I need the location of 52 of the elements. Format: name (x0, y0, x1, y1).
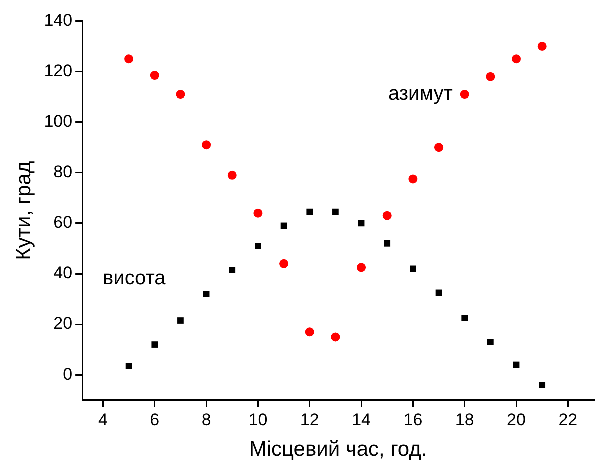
point (539, 382, 546, 388)
x-tick-label: 8 (202, 410, 212, 430)
point (408, 174, 418, 184)
y-tick-label: 100 (44, 112, 73, 132)
y-tick-label: 0 (63, 364, 73, 384)
point (462, 315, 468, 322)
x-tick-label: 18 (455, 410, 474, 430)
point (228, 170, 237, 180)
y-axis-title: Кути, град (12, 161, 36, 260)
point (382, 211, 392, 220)
x-tick-label: 4 (98, 410, 108, 430)
y-tick-label: 140 (44, 10, 73, 30)
point (486, 72, 496, 82)
y-tick-label: 80 (54, 162, 73, 182)
point (305, 328, 314, 337)
x-tick-label: 12 (300, 410, 320, 430)
point (488, 339, 494, 346)
point (434, 143, 444, 152)
point (357, 263, 366, 272)
x-tick-label: 22 (558, 410, 578, 430)
x-tick-label: 10 (248, 410, 268, 430)
point (203, 291, 210, 298)
point (306, 208, 314, 216)
y-tick-label: 40 (54, 264, 73, 283)
point (178, 318, 184, 324)
y-tick-label: 120 (44, 61, 73, 80)
point (512, 54, 522, 64)
point (538, 42, 547, 51)
point (254, 208, 263, 218)
point (150, 71, 160, 80)
point (126, 363, 132, 370)
point (202, 140, 212, 150)
point (229, 267, 236, 274)
point (152, 342, 158, 348)
x-tick-label: 6 (150, 410, 160, 430)
y-tick-label: 20 (54, 314, 73, 334)
point (384, 240, 391, 247)
x-tick-label: 16 (404, 410, 423, 430)
point (176, 90, 186, 100)
x-tick-label: 14 (352, 410, 371, 430)
series-label: азимут (388, 83, 453, 106)
point (332, 208, 339, 216)
point (410, 266, 416, 272)
point (280, 259, 289, 268)
x-axis-title: Місцевий час, год. (249, 438, 428, 462)
y-tick-label: 60 (54, 213, 73, 232)
point (124, 54, 134, 64)
point (255, 243, 262, 250)
point (460, 90, 470, 100)
point (331, 332, 340, 342)
x-tick-label: 20 (507, 410, 526, 430)
series-label: висота (103, 268, 167, 290)
